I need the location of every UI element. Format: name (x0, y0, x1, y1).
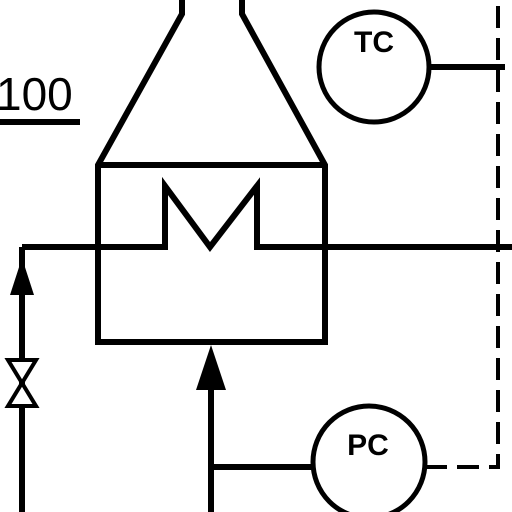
inlet-line (196, 345, 313, 512)
pressure-controller: PC (310, 403, 428, 512)
pc-label: PC (347, 429, 389, 462)
control-signal-dashed-line (425, 0, 500, 469)
tc-label: TC (354, 26, 394, 59)
furnace-vessel (95, 0, 328, 345)
equipment-tag-label: 100 (0, 68, 73, 120)
flow-arrow-up-inlet (196, 345, 226, 390)
temperature-controller: TC (316, 9, 432, 125)
flow-arrow-up-left (10, 258, 34, 295)
gate-valve (4, 358, 40, 408)
heating-coil-line (22, 176, 512, 252)
